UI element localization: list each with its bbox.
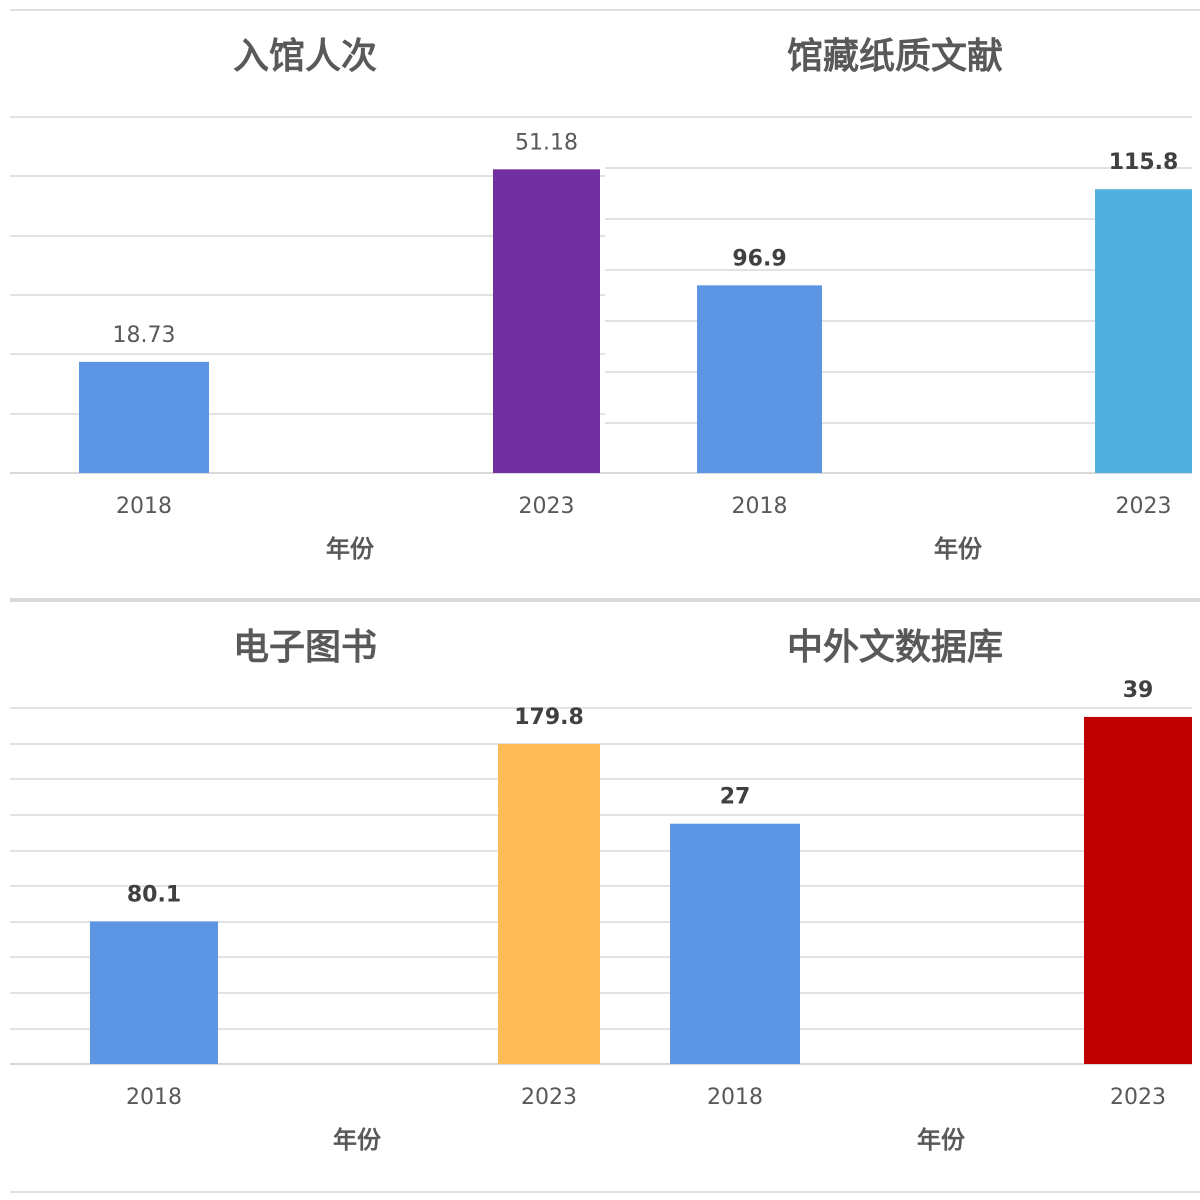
data-label: 80.1 [127, 882, 181, 907]
data-label: 39 [1123, 678, 1154, 703]
x-tick-label: 2018 [126, 1085, 182, 1110]
bar-2018 [697, 285, 822, 473]
data-label: 51.18 [515, 130, 578, 155]
data-label: 115.8 [1109, 150, 1179, 175]
bar-2023 [493, 169, 600, 473]
x-tick-label: 2023 [1110, 1085, 1166, 1110]
bar-2018 [670, 823, 800, 1064]
x-tick-label: 2018 [116, 494, 172, 519]
chart-panel-2: 馆藏纸质文献 96.9 2018 115.8 2023 年份 [605, 36, 1192, 563]
data-label: 96.9 [732, 246, 786, 271]
chart-title: 电子图书 [233, 627, 377, 668]
data-label: 179.8 [514, 705, 584, 730]
x-axis-title: 年份 [326, 535, 375, 563]
x-tick-label: 2023 [521, 1085, 577, 1110]
x-tick-label: 2023 [1116, 494, 1172, 519]
data-label: 18.73 [113, 323, 176, 348]
chart-title: 馆藏纸质文献 [787, 36, 1003, 77]
x-tick-label: 2023 [519, 494, 575, 519]
chart-panel-1: 入馆人次 18.73 2018 51.18 2023 年份 [10, 36, 605, 563]
chart-title: 中外文数据库 [787, 627, 1003, 668]
x-axis-title: 年份 [934, 535, 983, 563]
x-axis-title: 年份 [917, 1126, 966, 1154]
x-tick-label: 2018 [732, 494, 788, 519]
x-axis-title: 年份 [333, 1126, 382, 1154]
bar-2018 [79, 361, 209, 473]
bar-2023 [1084, 716, 1192, 1064]
bar-2018 [90, 921, 218, 1064]
data-label: 27 [720, 785, 751, 810]
chart-panel-3: 电子图书 80.1 2018 179.8 2023 年份 [10, 627, 605, 1154]
chart-panel-4: 中外文数据库 27 2018 39 2023 年份 [605, 627, 1192, 1154]
bar-2023 [498, 743, 600, 1064]
x-tick-label: 2018 [707, 1085, 763, 1110]
chart-title: 入馆人次 [233, 36, 377, 77]
bar-2023 [1095, 189, 1192, 473]
